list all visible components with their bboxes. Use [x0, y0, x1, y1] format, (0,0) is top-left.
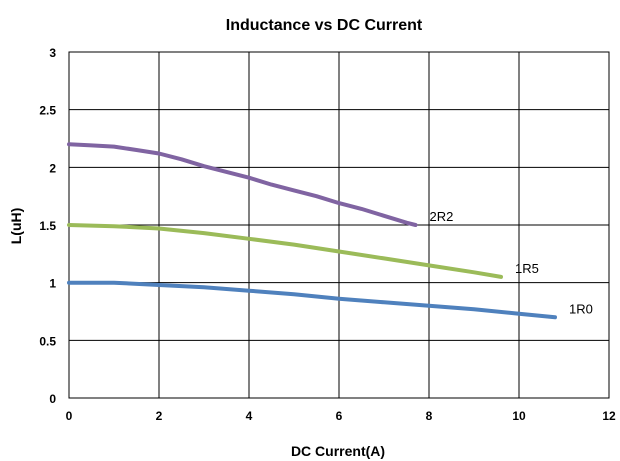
y-tick-label: 0	[49, 392, 56, 406]
series-line-1r0	[67, 280, 557, 320]
y-tick-label: 0.5	[39, 334, 56, 348]
series-label-1r0: 1R0	[569, 301, 593, 316]
series-line-2r2	[67, 142, 418, 227]
chart-title: Inductance vs DC Current	[226, 17, 423, 34]
y-tick-label: 2	[49, 161, 56, 175]
x-axis-label: DC Current(A)	[291, 443, 385, 459]
y-tick-label: 2.5	[39, 104, 56, 118]
series-layer	[67, 142, 557, 320]
x-tick-label: 2	[156, 409, 163, 423]
series-label-2r2: 2R2	[430, 209, 454, 224]
x-tick-label: 0	[66, 409, 73, 423]
series-labels: 2R2 1R5 1R0	[430, 209, 593, 316]
x-tick-label: 6	[336, 409, 343, 423]
grid	[68, 51, 610, 399]
y-axis-label: L(uH)	[8, 208, 24, 245]
tick-labels: 0 2 4 6 8 10 12 0 0.5 1 1.5 2 2.5 3	[39, 46, 616, 423]
series-label-1r5: 1R5	[515, 261, 539, 276]
x-tick-label: 8	[426, 409, 433, 423]
x-tick-label: 10	[512, 409, 526, 423]
y-tick-label: 1.5	[39, 219, 56, 233]
y-tick-label: 1	[49, 277, 56, 291]
x-tick-label: 12	[602, 409, 616, 423]
y-tick-label: 3	[49, 46, 56, 60]
series-line-1r5	[67, 223, 503, 279]
x-tick-label: 4	[246, 409, 253, 423]
